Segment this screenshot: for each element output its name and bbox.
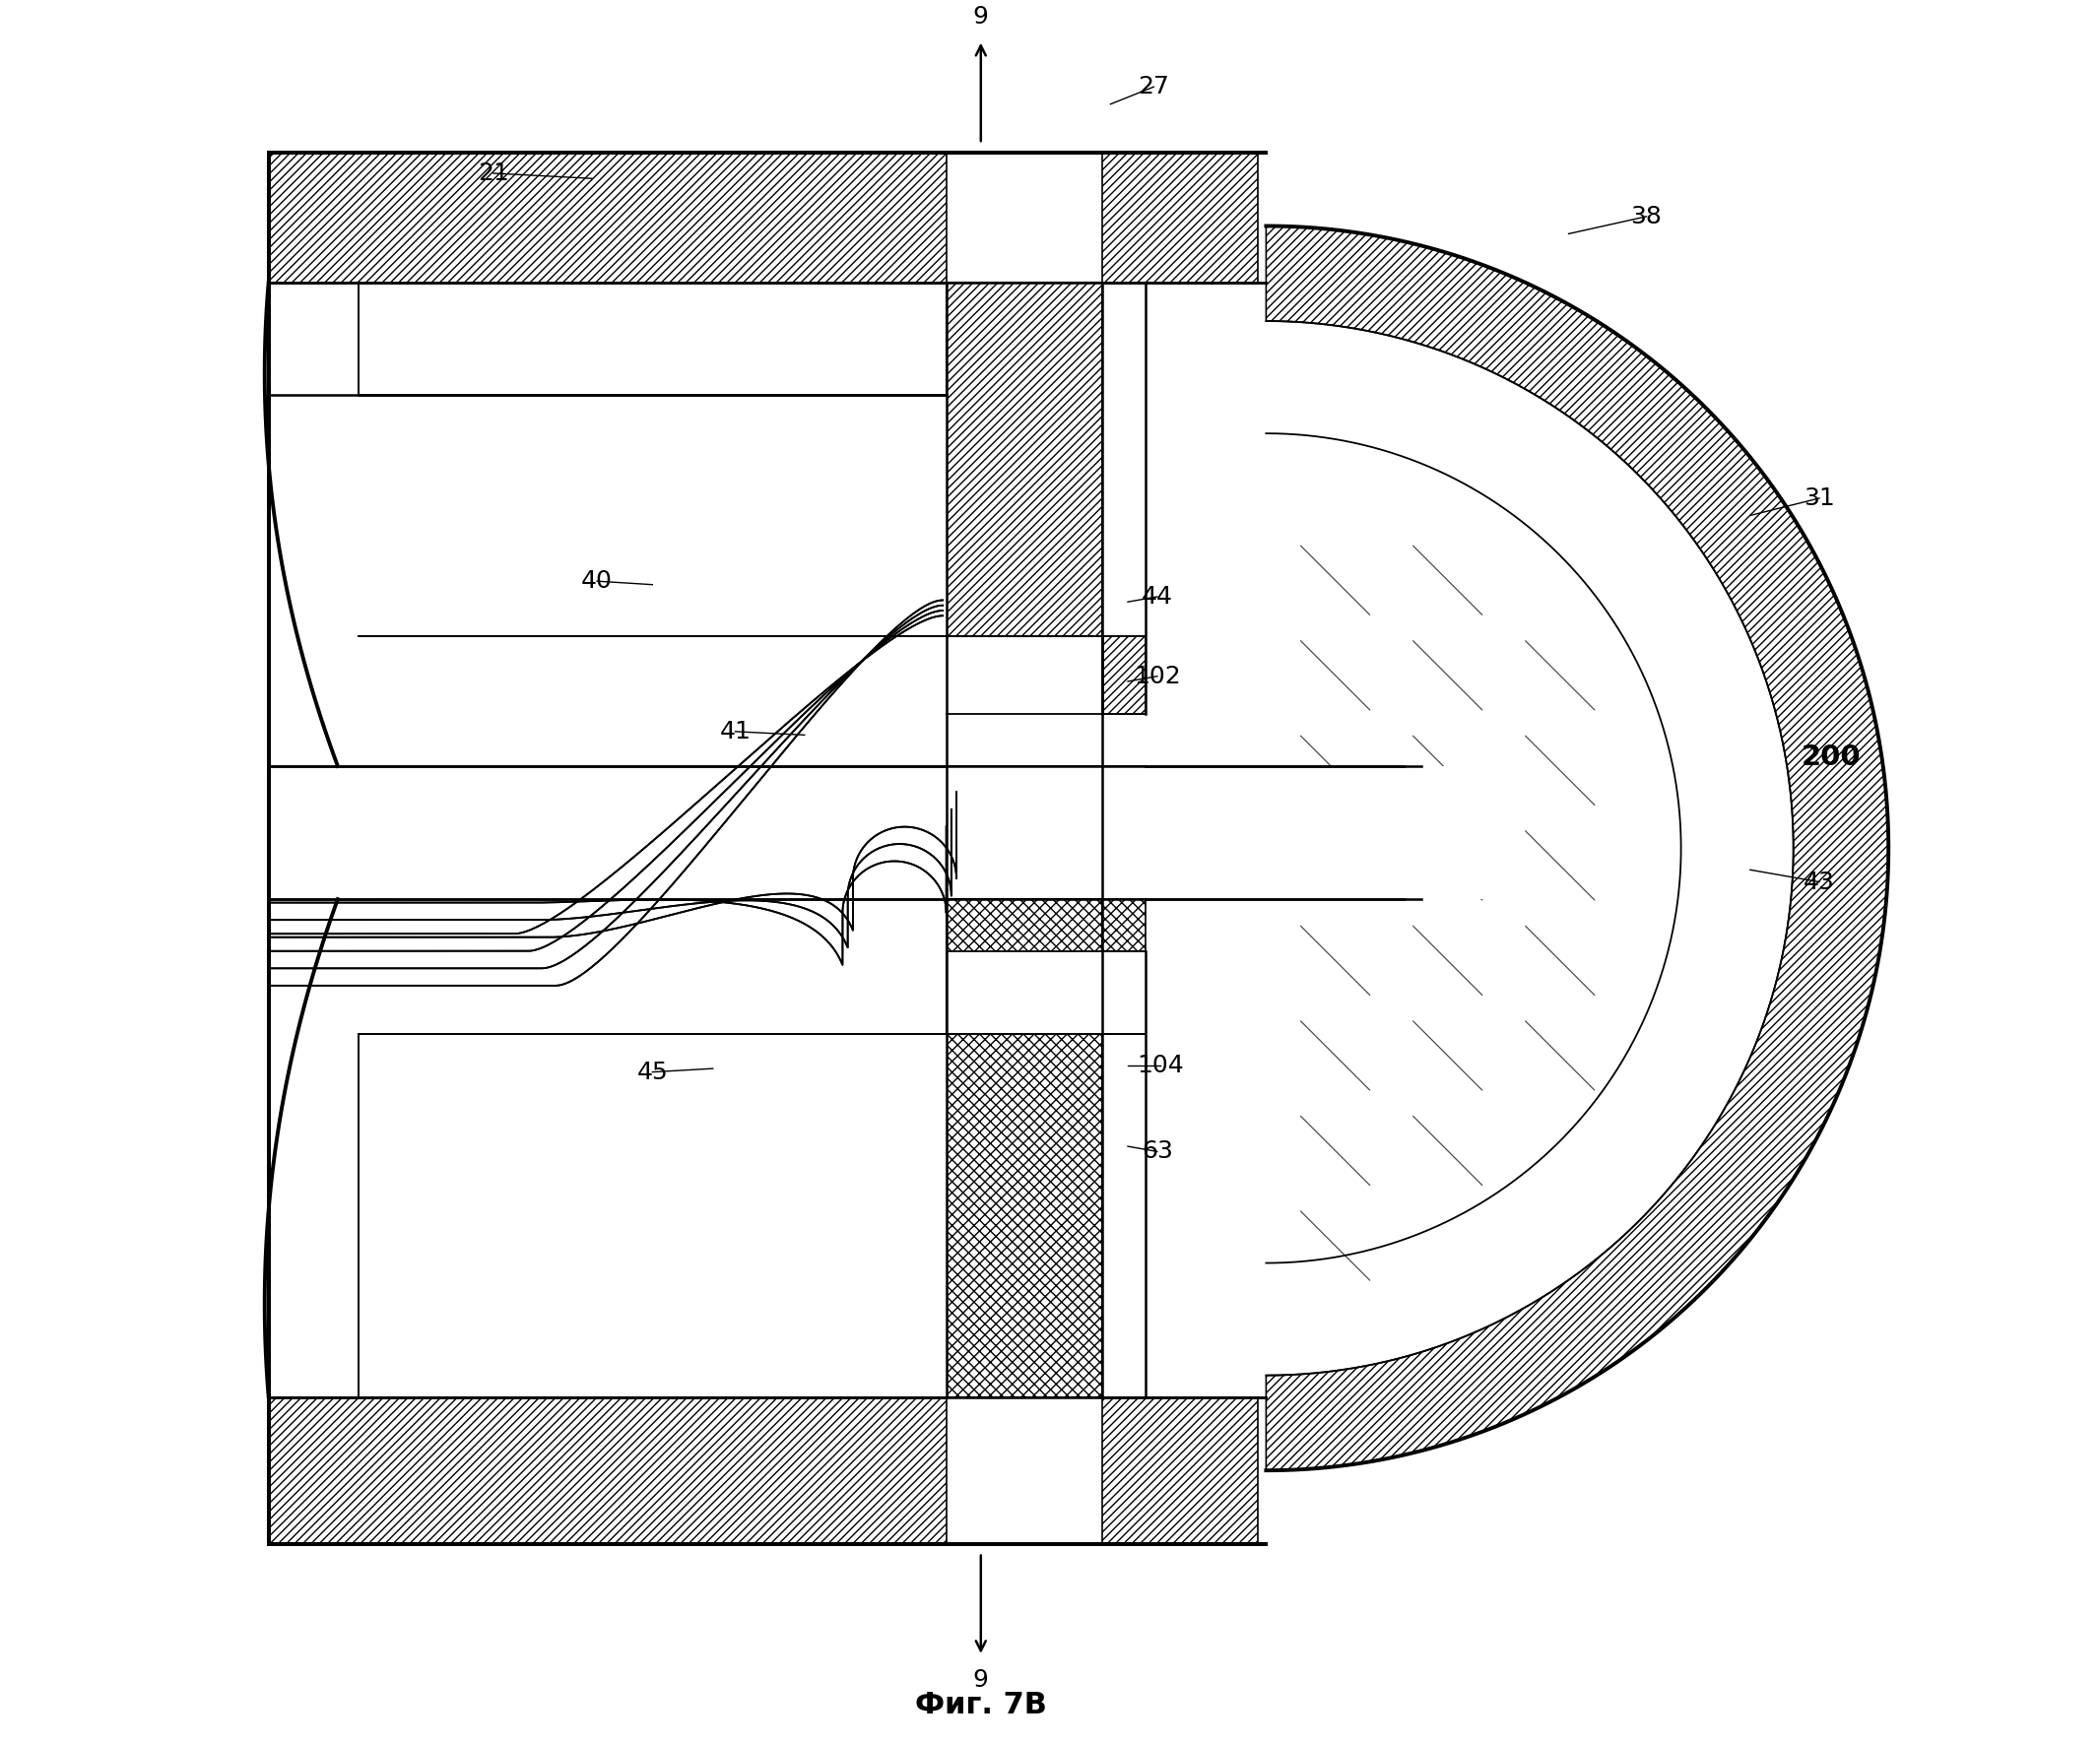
Text: 44: 44 [1142,584,1174,609]
Polygon shape [1266,227,1888,1470]
Text: 9: 9 [972,1669,989,1692]
Text: 27: 27 [1138,75,1170,99]
Text: 31: 31 [1804,487,1835,509]
Text: Фиг. 7B: Фиг. 7B [916,1690,1046,1720]
Bar [947,283,1103,637]
Text: 9: 9 [972,5,989,28]
Bar [271,766,947,900]
Bar [269,152,947,283]
Text: 38: 38 [1632,204,1661,228]
Polygon shape [1266,227,1888,1470]
Bar [359,1034,947,1397]
Text: 200: 200 [1802,743,1861,771]
Bar [1102,1397,1258,1543]
Bar [269,900,368,1397]
Text: 43: 43 [1804,870,1835,893]
Bar [368,403,941,628]
Bar [269,1397,947,1543]
Bar [368,403,937,628]
Polygon shape [1266,434,1680,1263]
Bar [269,283,368,766]
Bar [359,394,947,637]
Text: 21: 21 [477,162,508,185]
Text: 40: 40 [582,569,613,593]
Bar [1102,152,1258,283]
Text: 104: 104 [1136,1053,1184,1078]
Bar [359,1034,947,1397]
Bar [1102,637,1144,715]
Text: 63: 63 [1142,1141,1174,1163]
Bar [947,715,1144,766]
Bar [269,766,1487,900]
Bar [947,900,1103,1397]
Text: 102: 102 [1134,664,1180,689]
Bar [947,950,1144,1034]
Text: 45: 45 [636,1060,668,1083]
Bar [359,394,947,637]
Bar [1102,900,1144,950]
Text: 41: 41 [720,720,752,743]
